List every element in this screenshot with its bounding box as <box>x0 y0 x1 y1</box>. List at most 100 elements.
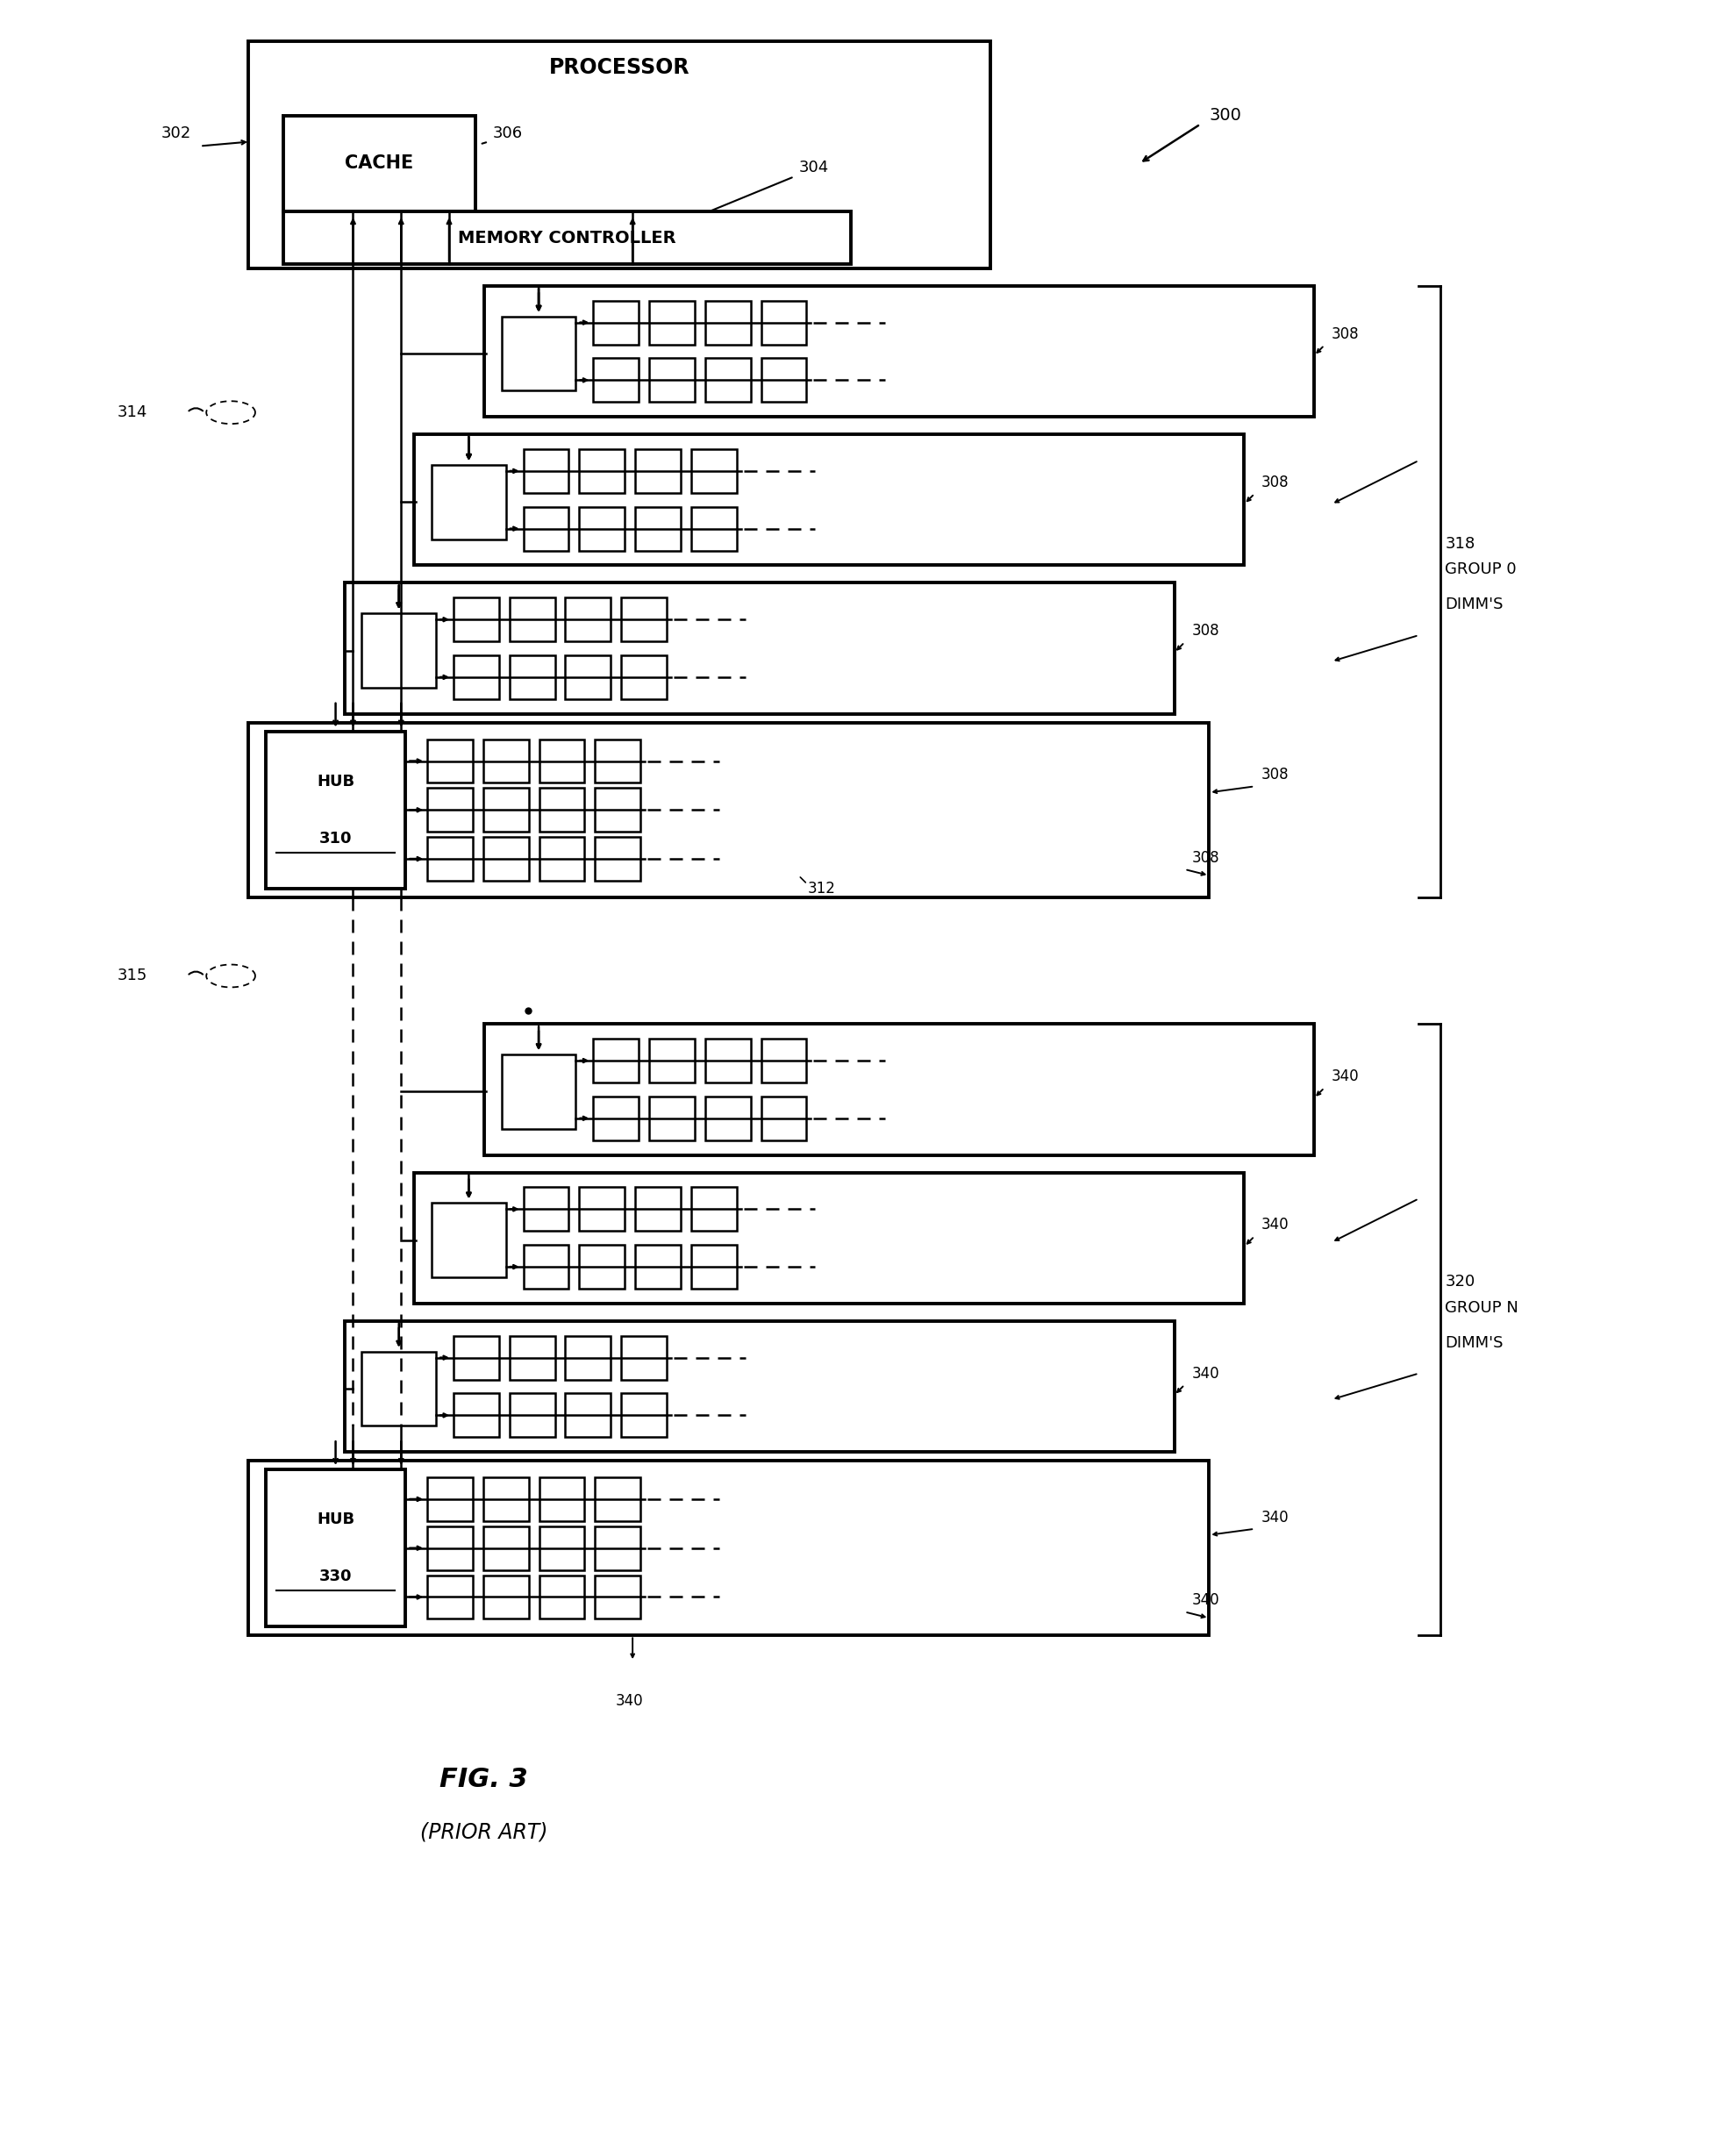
Bar <box>595 787 641 832</box>
Bar <box>595 1527 641 1570</box>
Bar <box>483 837 529 880</box>
Bar <box>691 508 736 551</box>
Bar <box>484 286 1314 417</box>
Bar <box>621 1394 667 1437</box>
Bar <box>760 359 807 402</box>
Bar <box>691 1187 736 1230</box>
Bar <box>540 1527 585 1570</box>
Bar <box>502 316 576 391</box>
Text: 340: 340 <box>615 1693 642 1708</box>
Bar <box>540 740 585 783</box>
Text: PROCESSOR: PROCESSOR <box>549 56 689 77</box>
Bar <box>266 1469 406 1626</box>
Bar <box>594 1039 639 1082</box>
Text: 314: 314 <box>118 404 148 419</box>
Text: 340: 340 <box>1191 1366 1219 1381</box>
Bar <box>248 1461 1208 1635</box>
Bar <box>509 1336 556 1379</box>
Text: DIMM'S: DIMM'S <box>1444 596 1503 613</box>
Text: 308: 308 <box>1191 624 1219 639</box>
Bar <box>453 1394 498 1437</box>
Bar <box>523 1187 569 1230</box>
Bar <box>760 1097 807 1140</box>
Text: 315: 315 <box>118 968 148 983</box>
Bar <box>509 656 556 699</box>
Bar <box>594 301 639 344</box>
Text: MEMORY CONTROLLER: MEMORY CONTROLLER <box>458 230 675 245</box>
Bar <box>427 1575 472 1620</box>
Bar <box>502 1054 576 1129</box>
Text: GROUP N: GROUP N <box>1444 1299 1519 1316</box>
Text: HUB: HUB <box>316 1512 354 1527</box>
Text: 310: 310 <box>319 830 352 845</box>
Text: 306: 306 <box>493 125 523 140</box>
Text: 340: 340 <box>1262 1510 1290 1525</box>
Bar <box>453 1336 498 1379</box>
Bar <box>248 723 1208 897</box>
Bar <box>649 1039 694 1082</box>
Text: 308: 308 <box>1262 768 1290 783</box>
Bar <box>540 787 585 832</box>
Bar <box>484 1024 1314 1155</box>
Bar <box>509 598 556 641</box>
Text: 308: 308 <box>1191 850 1219 867</box>
Text: FIG. 3: FIG. 3 <box>439 1766 528 1792</box>
Bar <box>580 450 625 493</box>
Bar <box>566 656 611 699</box>
Bar <box>566 598 611 641</box>
Bar <box>266 731 406 888</box>
Bar <box>361 613 436 688</box>
Bar <box>427 837 472 880</box>
Bar <box>691 450 736 493</box>
Bar <box>427 740 472 783</box>
Bar <box>427 1527 472 1570</box>
Bar <box>691 1245 736 1288</box>
Text: DIMM'S: DIMM'S <box>1444 1336 1503 1351</box>
Bar <box>483 787 529 832</box>
Bar <box>760 1039 807 1082</box>
Text: 304: 304 <box>799 159 828 176</box>
Text: GROUP 0: GROUP 0 <box>1444 561 1517 579</box>
Bar <box>283 211 851 265</box>
Bar <box>705 1097 750 1140</box>
Bar <box>594 359 639 402</box>
Bar <box>540 837 585 880</box>
Bar <box>621 598 667 641</box>
Text: 312: 312 <box>807 880 835 897</box>
Text: 308: 308 <box>1332 327 1359 342</box>
Bar <box>566 1394 611 1437</box>
Bar <box>483 1527 529 1570</box>
Bar <box>415 1172 1245 1304</box>
Bar <box>344 583 1174 714</box>
Bar <box>540 1478 585 1521</box>
Bar <box>595 1575 641 1620</box>
Text: 302: 302 <box>161 125 191 140</box>
Bar <box>432 465 505 540</box>
Text: 320: 320 <box>1444 1273 1476 1291</box>
Bar <box>483 740 529 783</box>
Bar <box>760 301 807 344</box>
Bar <box>705 1039 750 1082</box>
Bar <box>453 656 498 699</box>
Bar <box>621 656 667 699</box>
Text: CACHE: CACHE <box>345 155 413 172</box>
Bar <box>361 1351 436 1426</box>
Bar <box>635 508 681 551</box>
Bar <box>509 1394 556 1437</box>
Bar <box>621 1336 667 1379</box>
Bar <box>523 1245 569 1288</box>
Bar <box>580 1187 625 1230</box>
Bar <box>580 1245 625 1288</box>
Bar <box>594 1097 639 1140</box>
Bar <box>566 1336 611 1379</box>
Bar <box>635 1187 681 1230</box>
Bar <box>453 598 498 641</box>
Text: 300: 300 <box>1208 108 1241 123</box>
Bar <box>649 1097 694 1140</box>
Bar <box>248 41 991 269</box>
Text: (PRIOR ART): (PRIOR ART) <box>420 1822 549 1843</box>
Bar <box>427 1478 472 1521</box>
Text: 308: 308 <box>1262 475 1290 490</box>
Bar <box>415 435 1245 566</box>
Bar <box>483 1575 529 1620</box>
